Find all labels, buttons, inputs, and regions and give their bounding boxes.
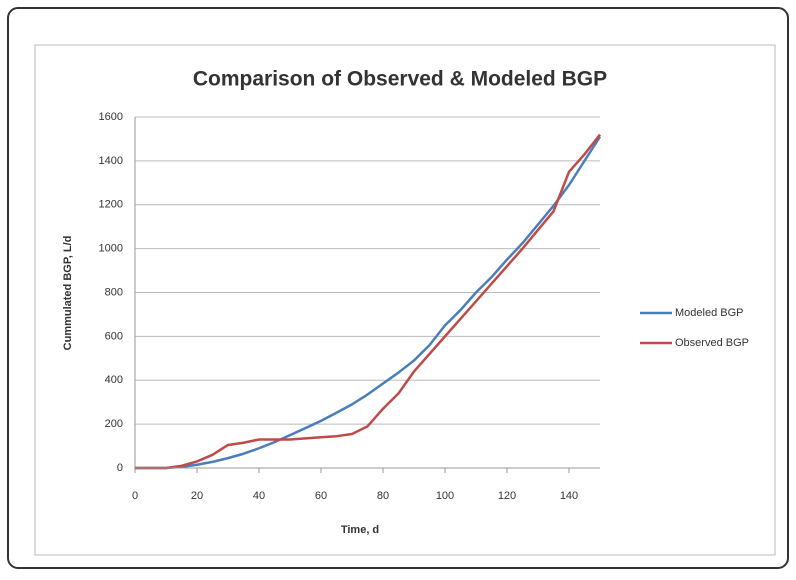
legend-label: Observed BGP <box>675 337 749 349</box>
chart-title: Comparison of Observed & Modeled BGP <box>193 68 607 91</box>
x-tick-label: 0 <box>132 490 138 502</box>
y-axis-label: Cummulated BGP, L/d <box>62 236 74 351</box>
y-tick-label: 400 <box>105 374 123 386</box>
data-line <box>135 133 601 470</box>
y-tick-label: 1000 <box>99 243 123 255</box>
y-tick-label: 200 <box>105 418 123 430</box>
y-tick-label: 600 <box>105 330 123 342</box>
y-tick-label: 1200 <box>99 199 123 211</box>
x-tick-label: 140 <box>560 490 578 502</box>
legend-label: Modeled BGP <box>675 307 743 319</box>
y-tick-label: 0 <box>117 462 123 474</box>
y-tick-label: 1400 <box>99 155 123 167</box>
chart-frame <box>34 44 776 556</box>
y-tick-label: 1600 <box>99 111 123 123</box>
x-tick-label: 120 <box>498 490 516 502</box>
x-axis-label: Time, d <box>341 524 379 536</box>
data-line <box>135 136 602 470</box>
x-tick-label: 80 <box>377 490 389 502</box>
x-tick-label: 60 <box>315 490 327 502</box>
x-tick-label: 20 <box>191 490 203 502</box>
y-tick-label: 800 <box>105 286 123 298</box>
x-tick-label: 100 <box>436 490 454 502</box>
x-tick-label: 40 <box>253 490 265 502</box>
